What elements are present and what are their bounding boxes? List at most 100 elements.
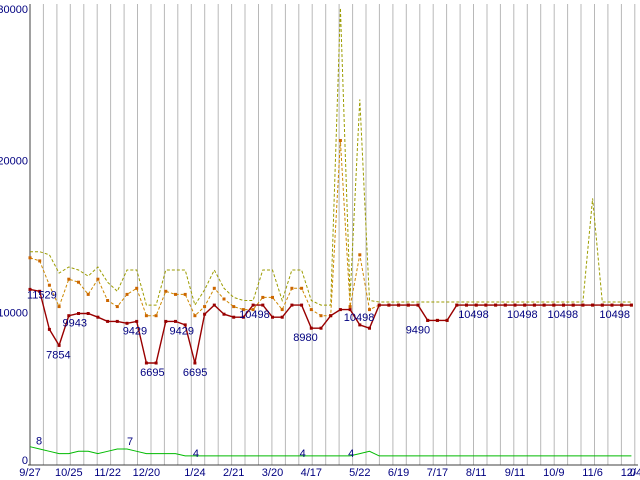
series-orange-dashed-marker	[358, 253, 362, 257]
series-red-marker	[154, 361, 158, 365]
series-red-marker	[67, 314, 71, 318]
series-red-marker	[300, 303, 304, 307]
x-axis-label: 9/11	[505, 467, 526, 479]
data-label: 8980	[293, 332, 317, 344]
series-red-marker	[38, 289, 42, 293]
series-red-marker	[193, 361, 197, 365]
series-red-marker	[562, 303, 565, 307]
x-axis-label: 5/22	[349, 467, 370, 479]
series-orange-dashed-marker	[338, 139, 342, 142]
x-axis-label: 3/20	[262, 467, 283, 479]
series-red-marker	[435, 318, 439, 322]
series-orange-dashed-marker	[183, 292, 187, 296]
series-red-marker	[212, 303, 216, 307]
series-red-marker	[600, 303, 604, 307]
x-axis-label: 9/27	[19, 467, 40, 479]
series-red-marker	[581, 303, 585, 307]
data-label: 7854	[46, 349, 70, 361]
series-orange-dashed-marker	[319, 314, 323, 318]
series-red-marker	[57, 343, 61, 347]
series-orange-dashed-marker	[348, 305, 352, 309]
series-red-marker	[358, 323, 362, 327]
series-red-marker	[115, 319, 119, 323]
series-red-marker	[426, 318, 430, 322]
series-red-marker	[319, 326, 323, 330]
series-red-marker	[232, 315, 236, 319]
series-red-marker	[610, 303, 614, 307]
data-label: 6695	[140, 367, 164, 379]
y-axis-right-label: 0	[630, 467, 636, 479]
series-red-marker	[28, 287, 32, 291]
series-red-marker	[523, 303, 527, 307]
series-red-marker	[348, 308, 352, 312]
data-label: 6695	[183, 367, 207, 379]
series-orange-dashed-marker	[144, 314, 148, 318]
data-label: 10498	[458, 309, 489, 321]
series-red-marker	[241, 315, 245, 319]
series-red-marker	[261, 303, 265, 307]
series-red-marker	[503, 303, 507, 307]
series-orange-dashed-marker	[135, 286, 139, 290]
series-red-marker	[47, 327, 51, 331]
series-orange-dashed-marker	[241, 308, 245, 312]
data-label: 9490	[406, 324, 430, 336]
x-axis-label: 11/22	[94, 467, 121, 479]
y-axis-label: 0	[22, 455, 28, 467]
series-orange-dashed-marker	[251, 308, 255, 312]
series-red-marker	[445, 318, 449, 322]
series-red-marker	[96, 315, 100, 319]
series-red-marker	[271, 315, 274, 319]
series-orange-dashed-marker	[309, 308, 313, 312]
series-red-marker	[513, 303, 517, 307]
data-label: 4	[348, 448, 354, 460]
data-label: 11529	[27, 289, 57, 301]
x-axis-label: 8/11	[466, 467, 487, 479]
data-label: 9429	[170, 325, 194, 337]
series-red-marker	[465, 303, 468, 307]
series-orange-dashed-marker	[154, 314, 158, 318]
series-red-marker	[620, 303, 624, 307]
series-orange-dashed-marker	[300, 286, 304, 290]
series-red-marker	[532, 303, 536, 307]
data-label: 10498	[599, 309, 630, 321]
series-orange-dashed-marker	[115, 305, 119, 309]
series-red-marker	[591, 303, 595, 307]
x-axis-label: 4/17	[301, 467, 322, 479]
data-label: 10498	[548, 309, 579, 321]
y-axis-label: 30000	[0, 4, 28, 16]
series-orange-dashed-marker	[47, 283, 51, 287]
series-red-marker	[280, 315, 284, 319]
series-orange-dashed-marker	[125, 292, 129, 296]
series-orange-dashed-marker	[222, 297, 226, 301]
series-orange-dashed-marker	[57, 305, 61, 309]
series-orange-dashed-marker	[193, 314, 197, 318]
series-red-marker	[552, 303, 556, 307]
data-label: 10498	[344, 312, 375, 324]
series-red-marker	[571, 303, 575, 307]
series-red-marker	[86, 312, 90, 315]
series-orange-dashed-marker	[232, 305, 236, 309]
series-red-marker	[174, 319, 177, 323]
series-red-marker	[494, 303, 498, 307]
series-orange-dashed-marker	[164, 289, 168, 293]
series-orange-dashed-marker	[77, 280, 80, 284]
series-orange-dashed-marker	[86, 292, 90, 296]
series-orange-dashed-marker	[96, 277, 100, 281]
data-label: 4	[300, 448, 306, 460]
series-orange-dashed-marker	[290, 286, 294, 290]
series-red-marker	[338, 308, 342, 312]
series-red-marker	[77, 312, 80, 315]
series-red-marker	[290, 303, 294, 307]
series-red-marker	[203, 312, 207, 316]
series-red-marker	[629, 303, 633, 307]
series-red-marker	[183, 323, 187, 327]
series-red-marker	[222, 312, 226, 316]
data-label: 9943	[63, 318, 87, 330]
series-red-marker	[368, 326, 371, 330]
data-label: 9429	[123, 325, 147, 337]
x-axis-label: 2/21	[223, 467, 244, 479]
series-orange-dashed-marker	[106, 299, 110, 302]
series-orange-dashed-marker	[368, 308, 371, 312]
